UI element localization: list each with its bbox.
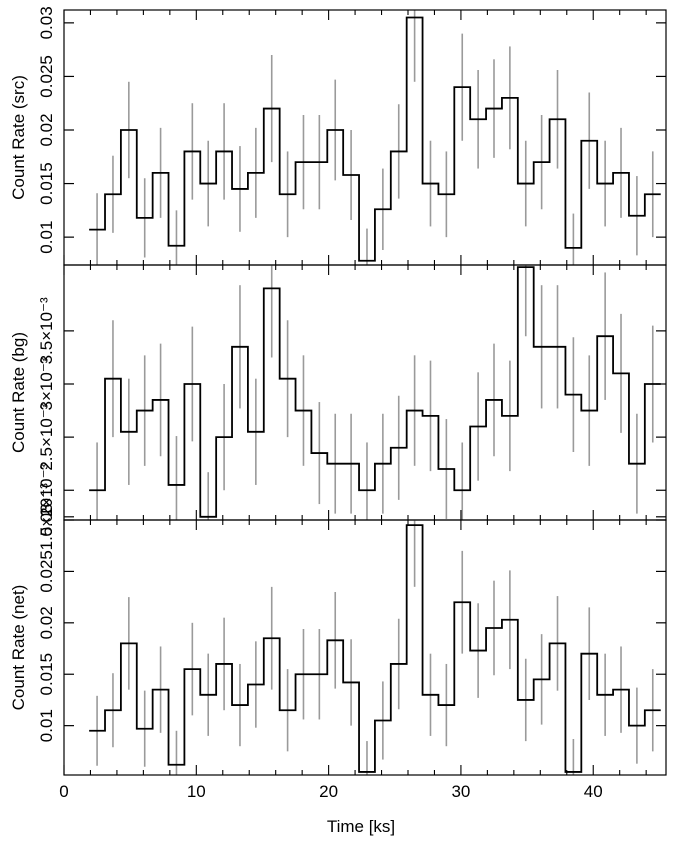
y-tick-label: 0.015 — [37, 162, 56, 205]
y-tick-label: 0.015 — [37, 653, 56, 696]
y-tick-label: 0.01 — [37, 709, 56, 742]
y-tick-label: 2.5×10⁻³ — [37, 403, 56, 470]
x-tick-label: 20 — [319, 782, 338, 801]
y-tick-label: 1.5×10⁻³ — [37, 483, 56, 550]
y-tick-label: 0.03 — [37, 503, 56, 536]
y-axis-label-net: Count Rate (net) — [9, 585, 28, 711]
y-tick-label: 0.02 — [37, 606, 56, 639]
panels-group: 0.01 0.015 0.02 0.025 0.03 Count Rate (src) 1.… — [9, 6, 667, 776]
series-step-line-net — [89, 524, 661, 773]
panel-frame — [63, 9, 667, 266]
x-axis: 0 10 20 30 40 — [59, 782, 602, 801]
x-tick-label: 0 — [59, 782, 68, 801]
y-tick-label: 3×10⁻³ — [37, 357, 56, 410]
y-tick-label: 0.025 — [37, 550, 56, 593]
panel-src: 0.01 0.015 0.02 0.025 0.03 Count Rate (src) — [9, 6, 667, 266]
series-step-line-src — [89, 16, 661, 262]
x-tick-label: 30 — [451, 782, 470, 801]
x-tick-label: 40 — [584, 782, 603, 801]
y-tick-label: 0.025 — [37, 55, 56, 98]
y-axis-label-src: Count Rate (src) — [9, 75, 28, 200]
y-tick-label: 3.5×10⁻³ — [37, 297, 56, 364]
panel-bg: 1.5×10⁻³2×10⁻³2.5×10⁻³3×10⁻³3.5×10⁻³ Coun… — [9, 264, 667, 550]
y-tick-label: 2×10⁻³ — [37, 463, 56, 516]
series-step-line-bg — [89, 266, 661, 518]
panel-frame — [63, 519, 667, 776]
y-axis-label-bg: Count Rate (bg) — [9, 332, 28, 453]
x-axis-label: Time [ks] — [327, 817, 395, 836]
x-tick-label: 10 — [187, 782, 206, 801]
y-tick-label: 0.01 — [37, 221, 56, 254]
panel-frame — [63, 264, 667, 521]
y-tick-label: 0.03 — [37, 6, 56, 39]
panel-net: 0.01 0.015 0.02 0.025 0.03 Count Rate (net) — [9, 503, 667, 776]
y-tick-label: 0.02 — [37, 113, 56, 146]
